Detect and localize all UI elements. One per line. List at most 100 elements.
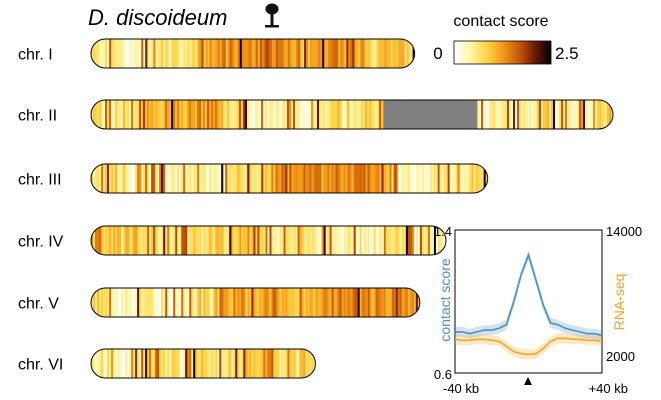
- contact-band: [233, 349, 236, 378]
- contact-band: [354, 39, 357, 68]
- contact-band: [295, 100, 298, 129]
- contact-band: [363, 164, 366, 193]
- contact-band: [417, 288, 420, 317]
- contact-band: [281, 164, 284, 193]
- contact-band: [299, 288, 302, 317]
- contact-band: [247, 100, 250, 129]
- contact-band: [135, 226, 138, 255]
- contact-band: [589, 100, 592, 129]
- contact-band: [99, 39, 102, 68]
- contact-band: [263, 164, 266, 193]
- contact-band: [311, 164, 314, 193]
- contact-band: [487, 100, 490, 129]
- contact-band: [183, 39, 186, 68]
- contact-band: [302, 39, 305, 68]
- contact-band: [493, 100, 496, 129]
- contact-band: [215, 288, 218, 317]
- contact-band: [277, 349, 280, 378]
- contact-band: [555, 100, 558, 129]
- contact-band: [223, 349, 226, 378]
- contact-band: [179, 100, 182, 129]
- contact-band: [285, 100, 288, 129]
- contact-band: [328, 39, 331, 68]
- contact-band: [251, 100, 254, 129]
- contact-band: [137, 226, 140, 255]
- contact-band: [283, 288, 286, 317]
- contact-band: [225, 349, 228, 378]
- contact-band: [185, 100, 188, 129]
- contact-band: [245, 349, 248, 378]
- contact-band: [396, 39, 399, 68]
- contact-band: [157, 39, 160, 68]
- contact-band: [177, 100, 180, 129]
- contact-band: [269, 349, 272, 378]
- contact-band: [103, 226, 106, 255]
- contact-band: [171, 349, 174, 378]
- contact-band: [369, 164, 372, 193]
- contact-band: [363, 226, 367, 255]
- contact-band: [219, 164, 222, 193]
- contact-band: [225, 164, 228, 193]
- contact-band: [305, 226, 308, 255]
- contact-band: [583, 100, 586, 129]
- contact-band: [315, 100, 318, 129]
- contact-band: [483, 100, 486, 129]
- plot-frame: [454, 229, 603, 374]
- contact-band: [273, 164, 276, 193]
- contact-band: [507, 100, 510, 129]
- contact-band: [201, 349, 204, 378]
- contact-band: [107, 288, 110, 317]
- contact-band: [227, 100, 230, 129]
- contact-band: [313, 100, 316, 129]
- contact-band: [359, 164, 362, 193]
- contact-band: [380, 39, 383, 68]
- contact-band: [519, 100, 522, 129]
- contact-band: [351, 164, 354, 193]
- contact-band: [591, 100, 594, 129]
- contact-band: [412, 39, 415, 68]
- contact-band: [595, 100, 598, 129]
- contact-band: [169, 349, 172, 378]
- contact-band: [101, 39, 104, 68]
- contact-band: [205, 164, 208, 193]
- contact-band: [229, 288, 232, 317]
- contact-band: [531, 100, 534, 129]
- contact-band: [301, 349, 304, 378]
- contact-band: [313, 349, 316, 378]
- contact-band: [501, 100, 504, 129]
- contact-band: [609, 100, 612, 129]
- contact-band: [165, 226, 168, 255]
- contact-band: [435, 226, 439, 255]
- contact-band: [95, 164, 98, 193]
- contact-band: [203, 349, 206, 378]
- contact-band: [375, 226, 379, 255]
- contact-band: [109, 39, 112, 68]
- contact-band: [271, 39, 275, 68]
- contact-band: [131, 226, 134, 255]
- contact-band: [229, 349, 232, 378]
- contact-band: [189, 349, 192, 378]
- contact-band: [143, 164, 146, 193]
- contact-band: [153, 349, 156, 378]
- contact-band: [331, 100, 334, 129]
- contact-band: [191, 39, 194, 68]
- contact-band: [581, 100, 584, 129]
- contact-band: [91, 164, 94, 193]
- contact-band: [103, 164, 106, 193]
- contact-band: [173, 164, 176, 193]
- contact-band: [207, 39, 210, 68]
- contact-band: [183, 164, 186, 193]
- colorbar-min-label: 0: [433, 44, 442, 63]
- contact-band: [207, 100, 210, 129]
- contact-band: [161, 226, 164, 255]
- contact-band: [299, 100, 302, 129]
- contact-band: [333, 288, 336, 317]
- contact-band: [189, 288, 192, 317]
- contact-band: [175, 39, 178, 68]
- contact-band: [139, 164, 142, 193]
- contact-band: [189, 226, 192, 255]
- contact-band: [253, 39, 257, 68]
- contact-band: [491, 100, 494, 129]
- contact-band: [151, 164, 154, 193]
- contact-band: [306, 39, 309, 68]
